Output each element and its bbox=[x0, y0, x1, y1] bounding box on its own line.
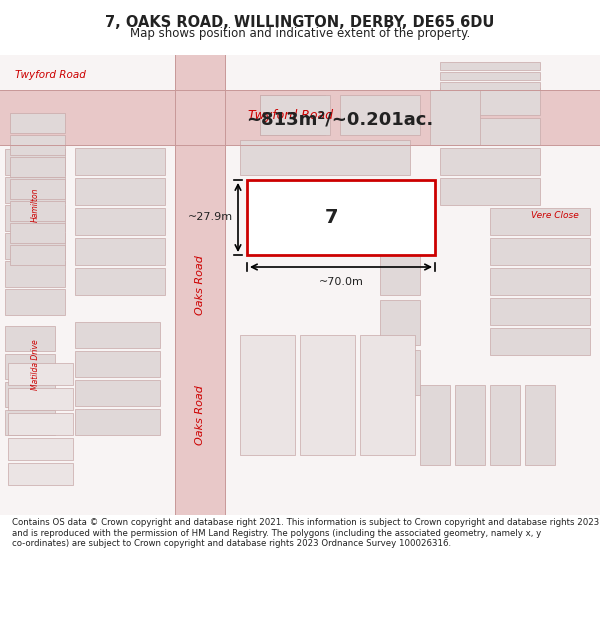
Bar bbox=[360, 335, 415, 455]
Bar bbox=[420, 385, 450, 465]
Bar bbox=[440, 118, 540, 145]
Bar bbox=[75, 148, 165, 175]
Bar bbox=[8, 463, 73, 485]
Bar bbox=[10, 223, 65, 243]
Bar bbox=[0, 90, 600, 145]
Bar bbox=[240, 335, 295, 455]
Bar bbox=[75, 268, 165, 295]
Text: Oaks Road: Oaks Road bbox=[195, 385, 205, 445]
Bar bbox=[75, 322, 160, 348]
Text: Contains OS data © Crown copyright and database right 2021. This information is : Contains OS data © Crown copyright and d… bbox=[12, 518, 599, 548]
Text: Hamilton: Hamilton bbox=[31, 188, 40, 222]
Bar bbox=[380, 250, 420, 295]
Text: Oaks Road: Oaks Road bbox=[195, 255, 205, 315]
Bar bbox=[75, 178, 165, 205]
Bar bbox=[440, 72, 540, 80]
Bar bbox=[175, 55, 225, 515]
Bar bbox=[10, 245, 65, 265]
Bar bbox=[490, 238, 590, 265]
Bar bbox=[5, 149, 65, 175]
Bar bbox=[247, 180, 435, 255]
Text: ~70.0m: ~70.0m bbox=[319, 277, 364, 287]
Bar bbox=[10, 113, 65, 133]
Bar bbox=[380, 350, 420, 395]
Bar bbox=[75, 238, 165, 265]
Bar bbox=[440, 178, 540, 205]
Bar bbox=[5, 326, 55, 351]
Text: ~813m²/~0.201ac.: ~813m²/~0.201ac. bbox=[247, 111, 434, 129]
Bar bbox=[8, 438, 73, 460]
Bar bbox=[440, 82, 540, 90]
Bar bbox=[75, 409, 160, 435]
Bar bbox=[380, 300, 420, 345]
Bar bbox=[75, 208, 165, 235]
Bar bbox=[440, 148, 540, 175]
Text: Map shows position and indicative extent of the property.: Map shows position and indicative extent… bbox=[130, 27, 470, 39]
Text: Matilda Drive: Matilda Drive bbox=[31, 339, 40, 391]
Bar bbox=[5, 177, 65, 203]
Bar bbox=[5, 410, 55, 435]
Bar bbox=[10, 157, 65, 177]
Bar bbox=[455, 385, 485, 465]
Bar bbox=[490, 328, 590, 355]
Bar bbox=[440, 88, 540, 115]
Bar bbox=[490, 208, 590, 235]
Bar bbox=[10, 179, 65, 199]
Text: Vere Close: Vere Close bbox=[531, 211, 579, 219]
Text: ~27.9m: ~27.9m bbox=[188, 213, 233, 222]
Bar bbox=[5, 382, 55, 407]
Bar bbox=[5, 289, 65, 315]
Bar bbox=[430, 90, 480, 145]
Text: 7, OAKS ROAD, WILLINGTON, DERBY, DE65 6DU: 7, OAKS ROAD, WILLINGTON, DERBY, DE65 6D… bbox=[106, 16, 494, 31]
Bar bbox=[5, 261, 65, 287]
Bar bbox=[440, 62, 540, 70]
Bar bbox=[10, 201, 65, 221]
Bar bbox=[5, 233, 65, 259]
Text: Twyford Road: Twyford Road bbox=[248, 109, 332, 121]
Bar bbox=[260, 95, 330, 135]
Bar bbox=[490, 385, 520, 465]
Bar bbox=[525, 385, 555, 465]
Bar bbox=[75, 380, 160, 406]
Bar bbox=[5, 205, 65, 231]
Bar bbox=[8, 413, 73, 435]
Bar bbox=[300, 335, 355, 455]
Bar bbox=[260, 95, 320, 135]
Bar bbox=[240, 140, 410, 175]
Bar bbox=[5, 354, 55, 379]
Text: Twyford Road: Twyford Road bbox=[14, 70, 85, 80]
Text: 7: 7 bbox=[324, 208, 338, 227]
Bar bbox=[10, 135, 65, 155]
Bar bbox=[8, 363, 73, 385]
Bar bbox=[8, 388, 73, 410]
Bar bbox=[260, 95, 325, 135]
Bar bbox=[75, 351, 160, 377]
Bar bbox=[490, 268, 590, 295]
Bar bbox=[340, 95, 420, 135]
Bar bbox=[490, 298, 590, 325]
